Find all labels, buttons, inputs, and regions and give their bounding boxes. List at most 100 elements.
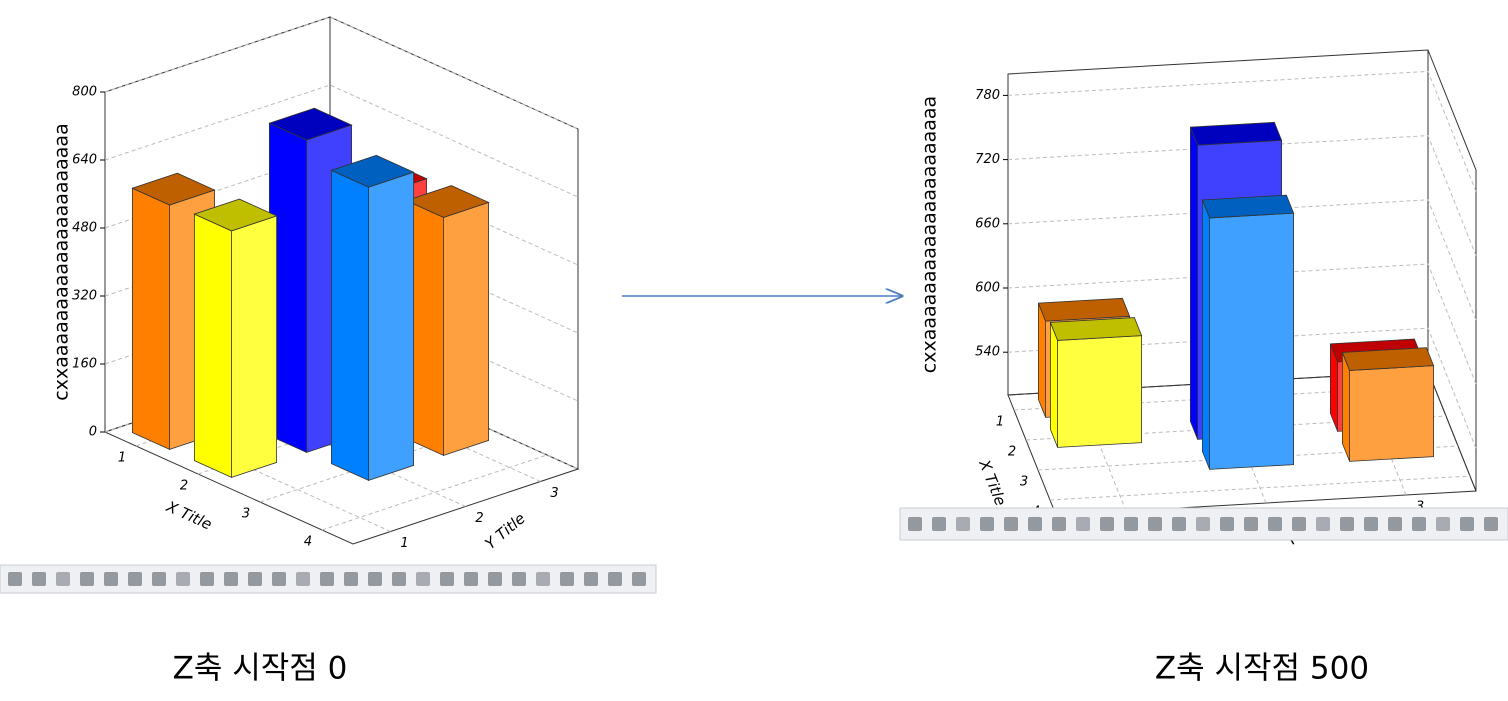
bar-top <box>268 107 353 141</box>
bar-top <box>1201 194 1295 219</box>
x-tick-label: 2 <box>180 479 188 494</box>
y-tick-label: 3 <box>1416 500 1424 515</box>
bar-top <box>1049 317 1143 341</box>
toolbar-icon <box>1460 517 1474 531</box>
bar-face <box>1050 322 1058 448</box>
bar-face <box>1190 127 1198 440</box>
bar-face <box>1349 365 1434 462</box>
y-title: Y Title <box>482 509 529 553</box>
toolbar-icon <box>8 572 22 586</box>
toolbar-icon <box>248 572 262 586</box>
toolbar-icon <box>584 572 598 586</box>
toolbar-icon <box>176 572 190 586</box>
toolbar-icon <box>1388 517 1402 531</box>
z-tick-label: 800 <box>72 85 97 100</box>
toolbar-icon <box>368 572 382 586</box>
z-tick-label: 600 <box>975 281 1000 296</box>
toolbar-icon <box>1052 517 1066 531</box>
x-tick-label: 1 <box>118 451 126 466</box>
x-title: X Title <box>975 456 1010 508</box>
z-tick-label: 660 <box>975 216 1000 231</box>
x-tick-label: 3 <box>242 507 250 522</box>
x-tick-label: 2 <box>1008 445 1016 460</box>
toolbar-icon <box>296 572 310 586</box>
toolbar-icon <box>1436 517 1450 531</box>
bar-top <box>330 154 415 188</box>
toolbar-icon <box>1484 517 1498 531</box>
z-tick-label: 160 <box>72 357 97 372</box>
toolbar-icon <box>416 572 430 586</box>
chart: 5406006607207801234123cxxaaaaaaaaaaaaaaa… <box>919 49 1477 549</box>
toolbar-icon <box>536 572 550 586</box>
toolbar-icon <box>1004 517 1018 531</box>
bar-top <box>1037 297 1131 322</box>
z-tick-label: 640 <box>72 153 97 168</box>
toolbar <box>0 564 657 594</box>
z-tick-label: 320 <box>72 289 97 304</box>
toolbar-icon <box>1412 517 1426 531</box>
bar-face <box>1038 302 1046 418</box>
toolbar-icon <box>272 572 286 586</box>
toolbar-icon <box>32 572 46 586</box>
toolbar-icon <box>80 572 94 586</box>
y-tick-label: 3 <box>550 486 558 501</box>
toolbar-icon <box>1148 517 1162 531</box>
bar-face <box>1202 199 1210 470</box>
grid-line <box>1007 199 1477 320</box>
toolbar-icon <box>1244 517 1258 531</box>
toolbar-icon <box>560 572 574 586</box>
caption: Z축 시작점 0 <box>173 651 348 687</box>
z-tick-label: 720 <box>975 152 1000 167</box>
toolbar-icon <box>932 517 946 531</box>
bar-top <box>405 185 490 218</box>
toolbar-icon <box>392 572 406 586</box>
y-tick-label: 2 <box>475 511 483 526</box>
toolbar-icon <box>512 572 526 586</box>
x-tick-label: 3 <box>1020 475 1028 490</box>
bar-top <box>131 172 216 206</box>
z-tick-label: 540 <box>975 345 1000 360</box>
bar <box>193 198 278 479</box>
toolbar-icon <box>56 572 70 586</box>
bar-face <box>193 213 233 479</box>
bar-face <box>231 215 278 478</box>
grid-line <box>104 84 579 198</box>
chart: 0 160 320 480 640 800 1 2 3 4 1 2 3 cxxaaaaaaaaaaaaaa… <box>51 16 580 553</box>
toolbar-icon <box>1316 517 1330 531</box>
grid-line <box>321 454 548 531</box>
bar-face <box>131 187 171 451</box>
bar-top <box>1341 347 1435 371</box>
bar-face <box>368 171 415 481</box>
wall <box>1427 49 1477 492</box>
bar <box>405 185 490 457</box>
toolbar-icon <box>632 572 646 586</box>
z-title: cxxaaaaaaaaaaaaaaaaaaaaa <box>51 123 73 400</box>
toolbar-icon <box>956 517 970 531</box>
z-tick-label: 0 <box>89 425 97 440</box>
toolbar-icon <box>1100 517 1114 531</box>
x-tick-label: 1 <box>996 415 1004 430</box>
x-tick-label: 4 <box>304 535 312 550</box>
toolbar-icon <box>488 572 502 586</box>
toolbar-icon <box>1220 517 1234 531</box>
bar-face <box>1209 212 1294 470</box>
x-title: X Title <box>163 497 215 533</box>
z-tick-label: 480 <box>72 221 97 236</box>
z-title: cxxaaaaaaaaaaaaaaaaaaaaa <box>919 96 941 373</box>
toolbar-icon <box>320 572 334 586</box>
grid-line <box>1007 327 1477 449</box>
bar <box>1341 347 1435 462</box>
bar-face <box>330 169 370 482</box>
bar-face <box>1057 335 1142 448</box>
toolbar-icon <box>908 517 922 531</box>
toolbar-icon <box>1292 517 1306 531</box>
bar <box>330 154 415 482</box>
y-tick-label: 1 <box>400 536 408 551</box>
bar-top <box>193 198 278 232</box>
toolbar-icon <box>104 572 118 586</box>
toolbar-icon <box>200 572 214 586</box>
toolbar-icon <box>1124 517 1138 531</box>
grid-line <box>1007 135 1477 256</box>
toolbar-icon <box>440 572 454 586</box>
